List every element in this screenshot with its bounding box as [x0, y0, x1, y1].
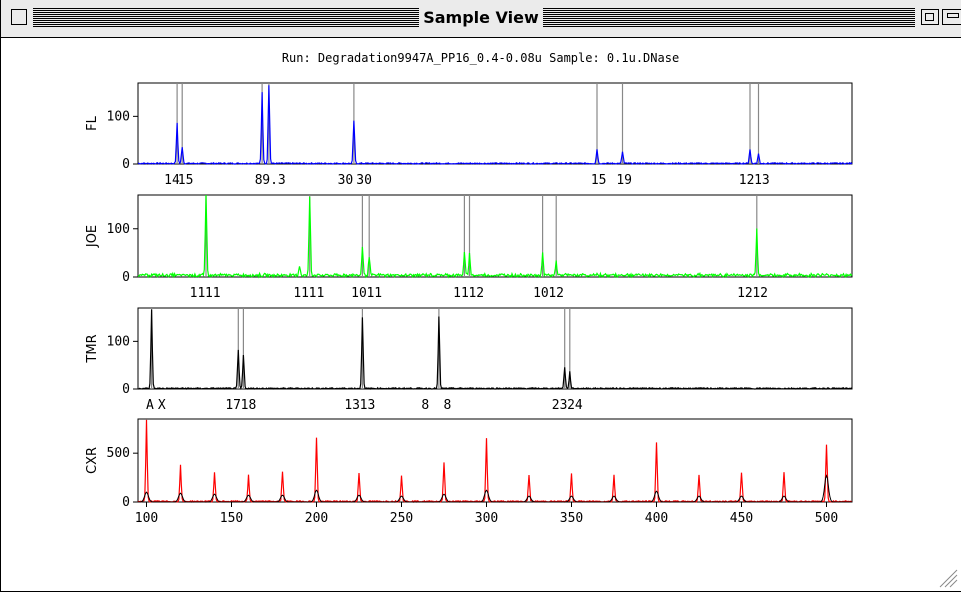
allele-label: A — [146, 398, 154, 413]
y-tick-label: 0 — [122, 382, 130, 397]
allele-label: 13 — [344, 398, 360, 413]
allele-label: X — [158, 398, 166, 413]
dye-channel-label: FL — [85, 115, 100, 130]
y-tick-label: 0 — [122, 495, 130, 510]
run-sample-label: Run: Degradation9947A_PP16_0.4-0.08u Sam… — [281, 51, 680, 65]
allele-label: 14 — [164, 173, 180, 188]
panel-frame — [137, 418, 853, 503]
y-tick-label: 100 — [107, 109, 130, 124]
x-tick-label: 500 — [815, 511, 838, 526]
allele-label: 11 — [309, 286, 325, 301]
y-tick-label: 100 — [107, 334, 130, 349]
allele-label: 12 — [548, 286, 564, 301]
allele-label: 13 — [360, 398, 376, 413]
y-tick-label: 0 — [122, 270, 130, 285]
allele-label: 11 — [190, 286, 206, 301]
allele-label: 30 — [356, 173, 372, 188]
allele-label: 8 — [255, 173, 263, 188]
allele-label: 18 — [241, 398, 257, 413]
x-tick-label: 150 — [220, 511, 243, 526]
allele-label: 15 — [591, 173, 607, 188]
collapse-box-button[interactable] — [942, 9, 961, 25]
allele-label: 11 — [205, 286, 221, 301]
y-tick-label: 500 — [107, 446, 130, 461]
x-tick-label: 400 — [645, 511, 668, 526]
panel-frame — [137, 82, 853, 165]
allele-label: 12 — [739, 173, 755, 188]
allele-label: 12 — [737, 286, 753, 301]
y-tick-label: 0 — [122, 157, 130, 172]
x-tick-label: 300 — [475, 511, 498, 526]
overlay-trace-line — [138, 474, 852, 503]
panel-frame — [137, 307, 853, 390]
x-tick-label: 250 — [390, 511, 413, 526]
trace-line — [137, 194, 853, 279]
trace-line — [137, 309, 853, 390]
zoom-box-button[interactable] — [921, 9, 939, 25]
title-bar[interactable]: Sample View — [1, 0, 961, 38]
allele-label: 30 — [338, 173, 354, 188]
dye-channel-label: JOE — [85, 225, 100, 248]
close-box-button[interactable] — [11, 9, 27, 25]
resize-grip-icon[interactable] — [930, 560, 958, 588]
allele-label: 10 — [533, 286, 549, 301]
allele-label: 12 — [468, 286, 484, 301]
allele-label: 11 — [293, 286, 309, 301]
allele-label: 19 — [616, 173, 632, 188]
allele-label: 15 — [178, 173, 194, 188]
x-tick-label: 100 — [135, 511, 158, 526]
allele-label: 10 — [351, 286, 367, 301]
x-tick-label: 350 — [560, 511, 583, 526]
dye-channel-label: TMR — [85, 334, 100, 363]
allele-label: 11 — [453, 286, 469, 301]
panel-frame — [137, 194, 853, 278]
allele-label: 8 — [443, 398, 451, 413]
allele-label: 11 — [366, 286, 382, 301]
trace-line — [137, 85, 853, 165]
allele-label: 8 — [421, 398, 429, 413]
dye-channel-label: CXR — [85, 447, 100, 474]
x-tick-label: 450 — [730, 511, 753, 526]
allele-label: 12 — [752, 286, 768, 301]
allele-label: 24 — [567, 398, 583, 413]
allele-label: 17 — [225, 398, 241, 413]
allele-label: 13 — [754, 173, 770, 188]
allele-label: 9.3 — [262, 173, 285, 188]
x-tick-label: 200 — [305, 511, 328, 526]
allele-label: 23 — [552, 398, 568, 413]
y-tick-label: 100 — [107, 222, 130, 237]
window-title: Sample View — [419, 6, 543, 30]
